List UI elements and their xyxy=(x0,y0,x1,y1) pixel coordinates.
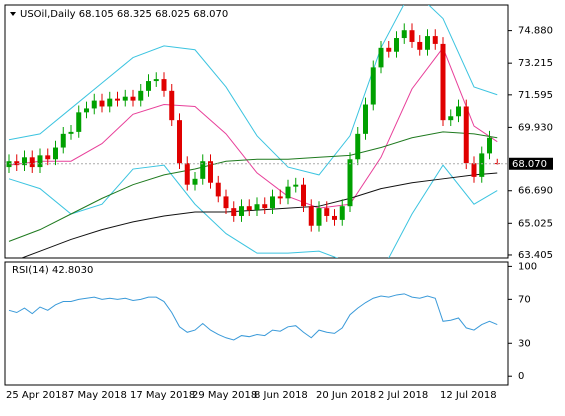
candle-body xyxy=(215,182,221,197)
candle-body xyxy=(285,186,291,199)
x-tick-label: 2 Jul 2018 xyxy=(378,390,428,401)
candle-body xyxy=(115,98,120,101)
y-tick-label: 65.025 xyxy=(518,218,553,229)
menu-arrow xyxy=(10,12,16,16)
rsi-title: RSI(14) 42.8030 xyxy=(12,265,93,276)
candle-body xyxy=(146,81,151,91)
candle-body xyxy=(332,215,337,220)
candle-body xyxy=(316,208,322,226)
candle-body xyxy=(169,90,175,121)
candle-body xyxy=(200,161,206,179)
candle-body xyxy=(417,41,423,50)
indicator-line xyxy=(8,164,498,258)
candle-body xyxy=(239,206,244,216)
candle-body xyxy=(184,163,190,185)
y-tick-label: 63.405 xyxy=(518,250,553,261)
rsi-plot xyxy=(8,293,498,341)
candle-body xyxy=(378,47,384,68)
candle-body xyxy=(324,208,330,216)
candle-body xyxy=(456,106,461,117)
last-price-label: 68.070 xyxy=(512,159,547,170)
candle-body xyxy=(277,196,283,199)
candle-body xyxy=(262,204,268,209)
candle-body xyxy=(394,38,399,52)
candle-body xyxy=(84,108,89,113)
x-tick-label: 29 May 2018 xyxy=(192,390,257,401)
candle-body xyxy=(401,30,407,39)
indicator-line xyxy=(8,5,498,176)
y-tick-label: 69.930 xyxy=(518,122,553,133)
candle-body xyxy=(192,178,198,185)
candle-body xyxy=(370,67,376,105)
candle-body xyxy=(122,96,128,101)
candle-body xyxy=(22,157,27,166)
candle-body xyxy=(130,96,136,101)
candle-body xyxy=(177,120,182,164)
candle-body xyxy=(301,184,306,207)
candle-body xyxy=(347,159,353,207)
candle-body xyxy=(487,137,492,154)
candle-body xyxy=(91,100,97,109)
candle-body xyxy=(208,161,213,183)
rsi-line xyxy=(8,293,498,341)
y-tick-label: 66.690 xyxy=(518,186,553,197)
candle-body xyxy=(471,163,477,177)
indicator-line xyxy=(8,131,498,242)
candle-body xyxy=(68,131,74,134)
candle-body xyxy=(223,196,229,209)
candle-body xyxy=(363,104,368,134)
candle-body xyxy=(45,155,51,160)
candle-body xyxy=(231,208,237,216)
y-tick-label: 73.215 xyxy=(518,58,553,69)
candle-body xyxy=(76,112,82,132)
candle-body xyxy=(37,155,43,168)
y-tick-label: 100 xyxy=(518,261,537,272)
candle-body xyxy=(308,206,314,226)
candle-body xyxy=(14,161,20,166)
candle-body xyxy=(448,116,454,121)
candle-body xyxy=(386,47,392,52)
candle-body xyxy=(153,79,159,82)
x-tick-label: 25 Apr 2018 xyxy=(6,390,68,401)
rsi-panel xyxy=(4,261,509,386)
candle-body xyxy=(409,30,415,42)
candle-body xyxy=(440,43,446,121)
candle-body xyxy=(432,36,438,44)
y-tick-label: 30 xyxy=(518,338,531,349)
y-tick-label: 71.595 xyxy=(518,90,553,101)
main-panel xyxy=(4,4,509,259)
candle-body xyxy=(60,133,66,148)
candle-body xyxy=(355,133,361,160)
candle-body xyxy=(479,153,485,177)
chart-title: USOil,Daily 68.105 68.325 68.025 68.070 xyxy=(20,9,228,20)
candle-body xyxy=(425,36,430,50)
candle-body xyxy=(246,206,252,211)
x-tick-label: 8 Jun 2018 xyxy=(254,390,308,401)
main-plot xyxy=(5,5,508,258)
candle-body xyxy=(293,184,299,187)
x-tick-label: 20 Jun 2018 xyxy=(316,390,376,401)
x-tick-label: 7 May 2018 xyxy=(68,390,127,401)
last-price-box xyxy=(509,157,553,170)
y-tick-label: 0 xyxy=(518,371,524,382)
x-tick-label: 12 Jul 2018 xyxy=(440,390,497,401)
candle-body xyxy=(138,90,144,101)
x-tick-label: 17 May 2018 xyxy=(130,390,195,401)
y-tick-label: 74.880 xyxy=(518,26,553,37)
candle-body xyxy=(254,204,260,211)
candle-body xyxy=(53,147,58,160)
y-tick-label: 70 xyxy=(518,294,531,305)
candle-body xyxy=(161,79,167,91)
candle-body xyxy=(339,206,345,220)
indicator-line xyxy=(8,46,498,209)
candle-body xyxy=(107,98,113,107)
candle-body xyxy=(463,106,469,164)
candle-body xyxy=(270,196,275,209)
candle-body xyxy=(29,157,35,168)
candle-body xyxy=(99,100,105,107)
